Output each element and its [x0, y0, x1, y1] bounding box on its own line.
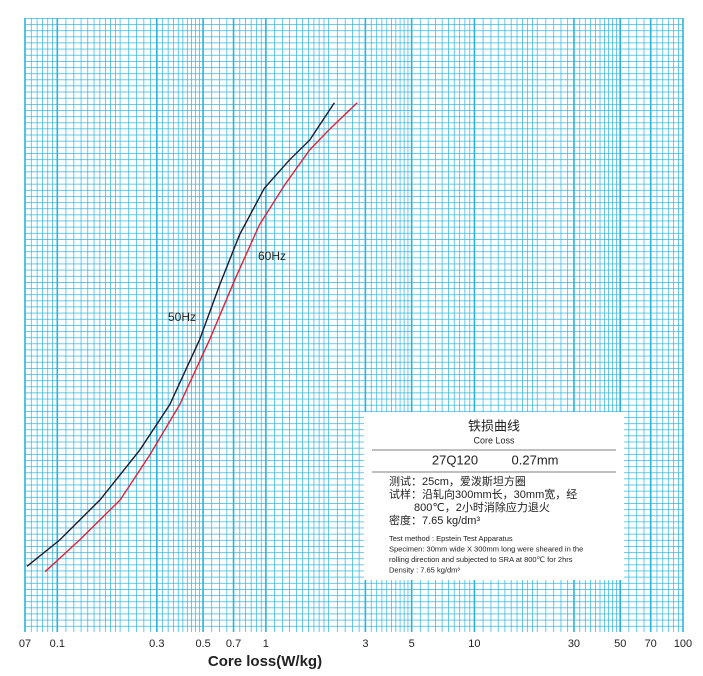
grade: 27Q120 [432, 452, 478, 467]
x-tick-label: 100 [674, 638, 692, 650]
series-label: 50Hz [168, 310, 196, 324]
x-tick-label: 5 [409, 638, 415, 650]
x-axis-label: Core loss(W/kg) [208, 653, 322, 670]
series-label: 60Hz [258, 249, 286, 263]
info-en-line: rolling direction and subjected to SRA a… [389, 555, 573, 564]
info-title-en: Core Loss [473, 435, 515, 445]
thickness: 0.27mm [512, 452, 559, 467]
x-tick-label: 10 [468, 638, 480, 650]
info-cn-line: 试样：沿轧向300mm长，30mm宽，经 [389, 487, 577, 501]
x-tick-label: 70 [645, 638, 657, 650]
x-tick-label: 50 [614, 638, 626, 650]
x-tick-label: 30 [568, 638, 580, 650]
info-title-cn: 铁损曲线 [468, 418, 520, 433]
info-en-line: Test method : Epstein Test Apparatus [389, 534, 513, 543]
info-cn-line: 800℃，2小时消除应力退火 [414, 500, 550, 514]
info-cn-line: 测试：25cm，爱泼斯坦方圈 [389, 474, 526, 488]
x-tick-label: 0.5 [195, 638, 210, 650]
line-series [26, 102, 335, 567]
info-en-line: Specimen: 30mm wide X 300mm long were sh… [389, 544, 583, 553]
x-tick-label: 0.1 [50, 638, 65, 650]
line-series [44, 102, 358, 573]
info-box [364, 412, 624, 580]
info-cn-line: 密度：7.65 kg/dm³ [389, 513, 480, 527]
x-tick-label: 3 [362, 638, 368, 650]
x-tick-label: 0.3 [149, 638, 164, 650]
info-en-line: Density : 7.65 kg/dm³ [389, 565, 460, 574]
x-tick-label: 0.7 [226, 638, 241, 650]
x-tick-label: 1 [263, 638, 269, 650]
x-tick-label: 07 [19, 638, 31, 650]
